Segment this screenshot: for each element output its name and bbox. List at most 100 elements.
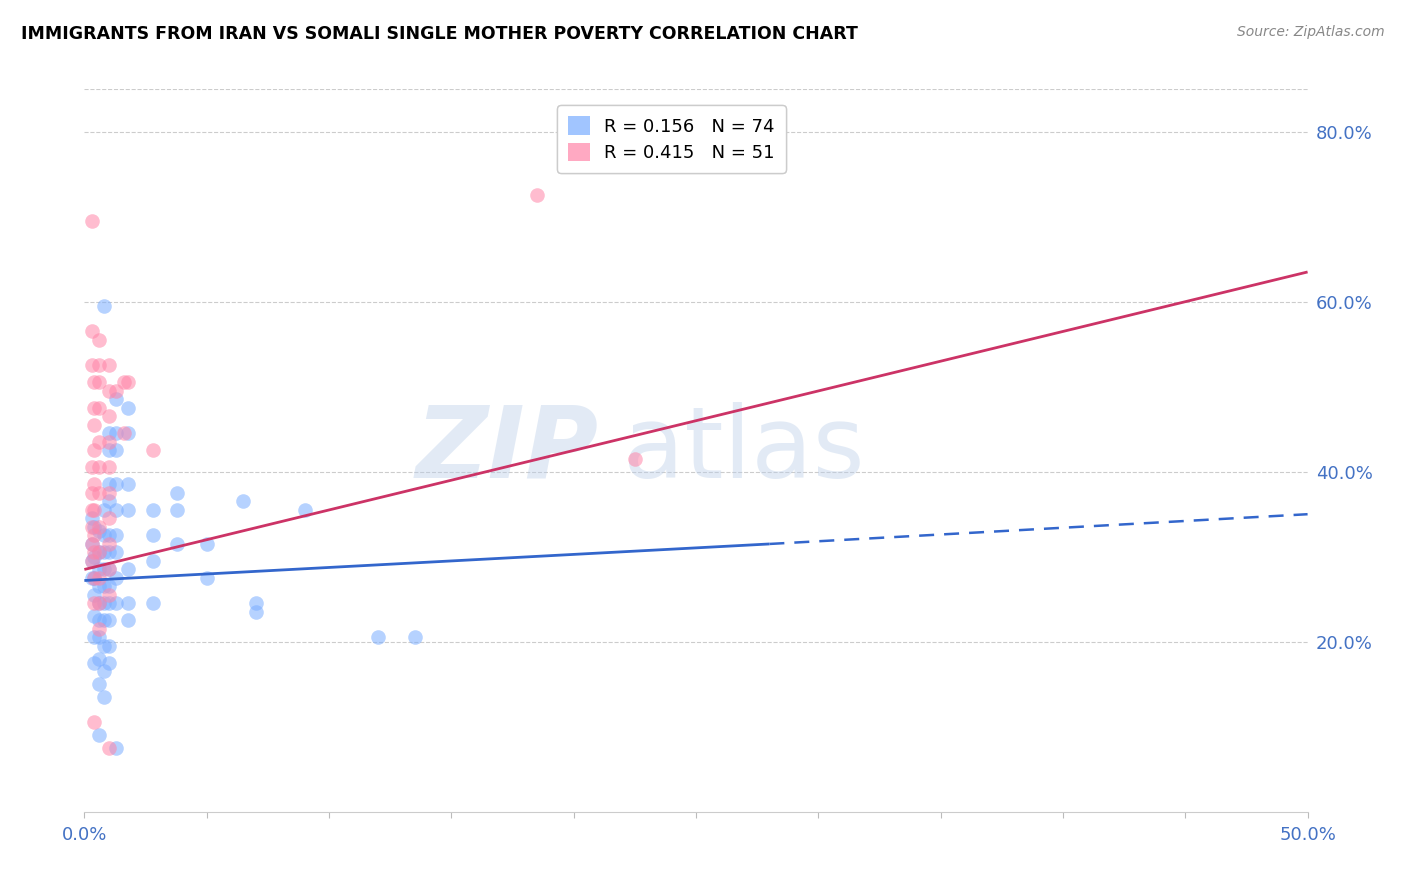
Point (87, 434, 110, 449)
Point (87, 359, 110, 373)
Point (97, 639, 120, 653)
Point (80, 359, 103, 373)
Point (80, 214, 103, 228)
Point (117, 401, 139, 415)
Point (87, 520, 110, 534)
Point (80, 554, 103, 568)
Point (105, 426, 128, 441)
Point (97, 741, 120, 756)
Point (87, 401, 110, 415)
Text: atlas: atlas (623, 402, 865, 499)
Point (142, 503, 165, 517)
Point (97, 656, 120, 670)
Point (83, 588, 105, 602)
Point (83, 477, 105, 491)
Point (166, 486, 188, 500)
Point (97, 511, 120, 525)
Point (117, 597, 139, 611)
Point (142, 554, 165, 568)
Point (105, 571, 128, 585)
Point (93, 690, 115, 704)
Point (93, 639, 115, 653)
Point (97, 579, 120, 593)
Legend: R = 0.156   N = 74, R = 0.415   N = 51: R = 0.156 N = 74, R = 0.415 N = 51 (557, 105, 786, 173)
Point (97, 434, 120, 449)
Point (97, 494, 120, 508)
Point (97, 562, 120, 576)
Point (97, 409, 120, 424)
Point (83, 715, 105, 730)
Point (112, 376, 135, 390)
Point (105, 392, 128, 407)
Point (87, 677, 110, 691)
Point (105, 741, 128, 756)
Point (83, 443, 105, 458)
Point (195, 571, 218, 585)
Text: ZIP: ZIP (415, 402, 598, 499)
Point (97, 537, 120, 551)
Point (117, 503, 139, 517)
Point (80, 520, 103, 534)
Point (142, 443, 165, 458)
Point (142, 528, 165, 542)
Point (83, 597, 105, 611)
Point (87, 545, 110, 559)
Point (87, 562, 110, 576)
Point (97, 597, 120, 611)
Point (83, 631, 105, 645)
Point (87, 376, 110, 390)
Point (83, 545, 105, 559)
Point (97, 614, 120, 628)
Point (294, 503, 316, 517)
Point (232, 494, 254, 508)
Point (80, 537, 103, 551)
Point (97, 426, 120, 441)
Point (93, 597, 115, 611)
Point (112, 426, 135, 441)
Point (80, 511, 103, 525)
Point (93, 299, 115, 313)
Point (97, 528, 120, 542)
Point (80, 486, 103, 500)
Point (245, 605, 267, 619)
Point (87, 728, 110, 742)
Point (97, 477, 120, 491)
Point (87, 571, 110, 585)
Point (93, 614, 115, 628)
Point (526, 188, 548, 202)
Point (97, 486, 120, 500)
Point (97, 545, 120, 559)
Point (93, 528, 115, 542)
Point (117, 614, 139, 628)
Point (83, 571, 105, 585)
Point (97, 443, 120, 458)
Point (80, 503, 103, 517)
Point (97, 562, 120, 576)
Point (117, 426, 139, 441)
Point (83, 417, 105, 432)
Point (87, 614, 110, 628)
Point (87, 524, 110, 539)
Point (105, 528, 128, 542)
Point (105, 545, 128, 559)
Point (367, 631, 389, 645)
Point (93, 579, 115, 593)
Point (83, 549, 105, 564)
Point (105, 477, 128, 491)
Point (105, 503, 128, 517)
Point (105, 443, 128, 458)
Point (87, 486, 110, 500)
Text: IMMIGRANTS FROM IRAN VS SOMALI SINGLE MOTHER POVERTY CORRELATION CHART: IMMIGRANTS FROM IRAN VS SOMALI SINGLE MO… (21, 25, 858, 43)
Point (80, 460, 103, 475)
Point (142, 597, 165, 611)
Point (97, 588, 120, 602)
Point (83, 376, 105, 390)
Point (87, 622, 110, 636)
Point (80, 571, 103, 585)
Point (105, 384, 128, 398)
Point (245, 597, 267, 611)
Point (83, 503, 105, 517)
Point (93, 665, 115, 679)
Point (97, 359, 120, 373)
Point (87, 579, 110, 593)
